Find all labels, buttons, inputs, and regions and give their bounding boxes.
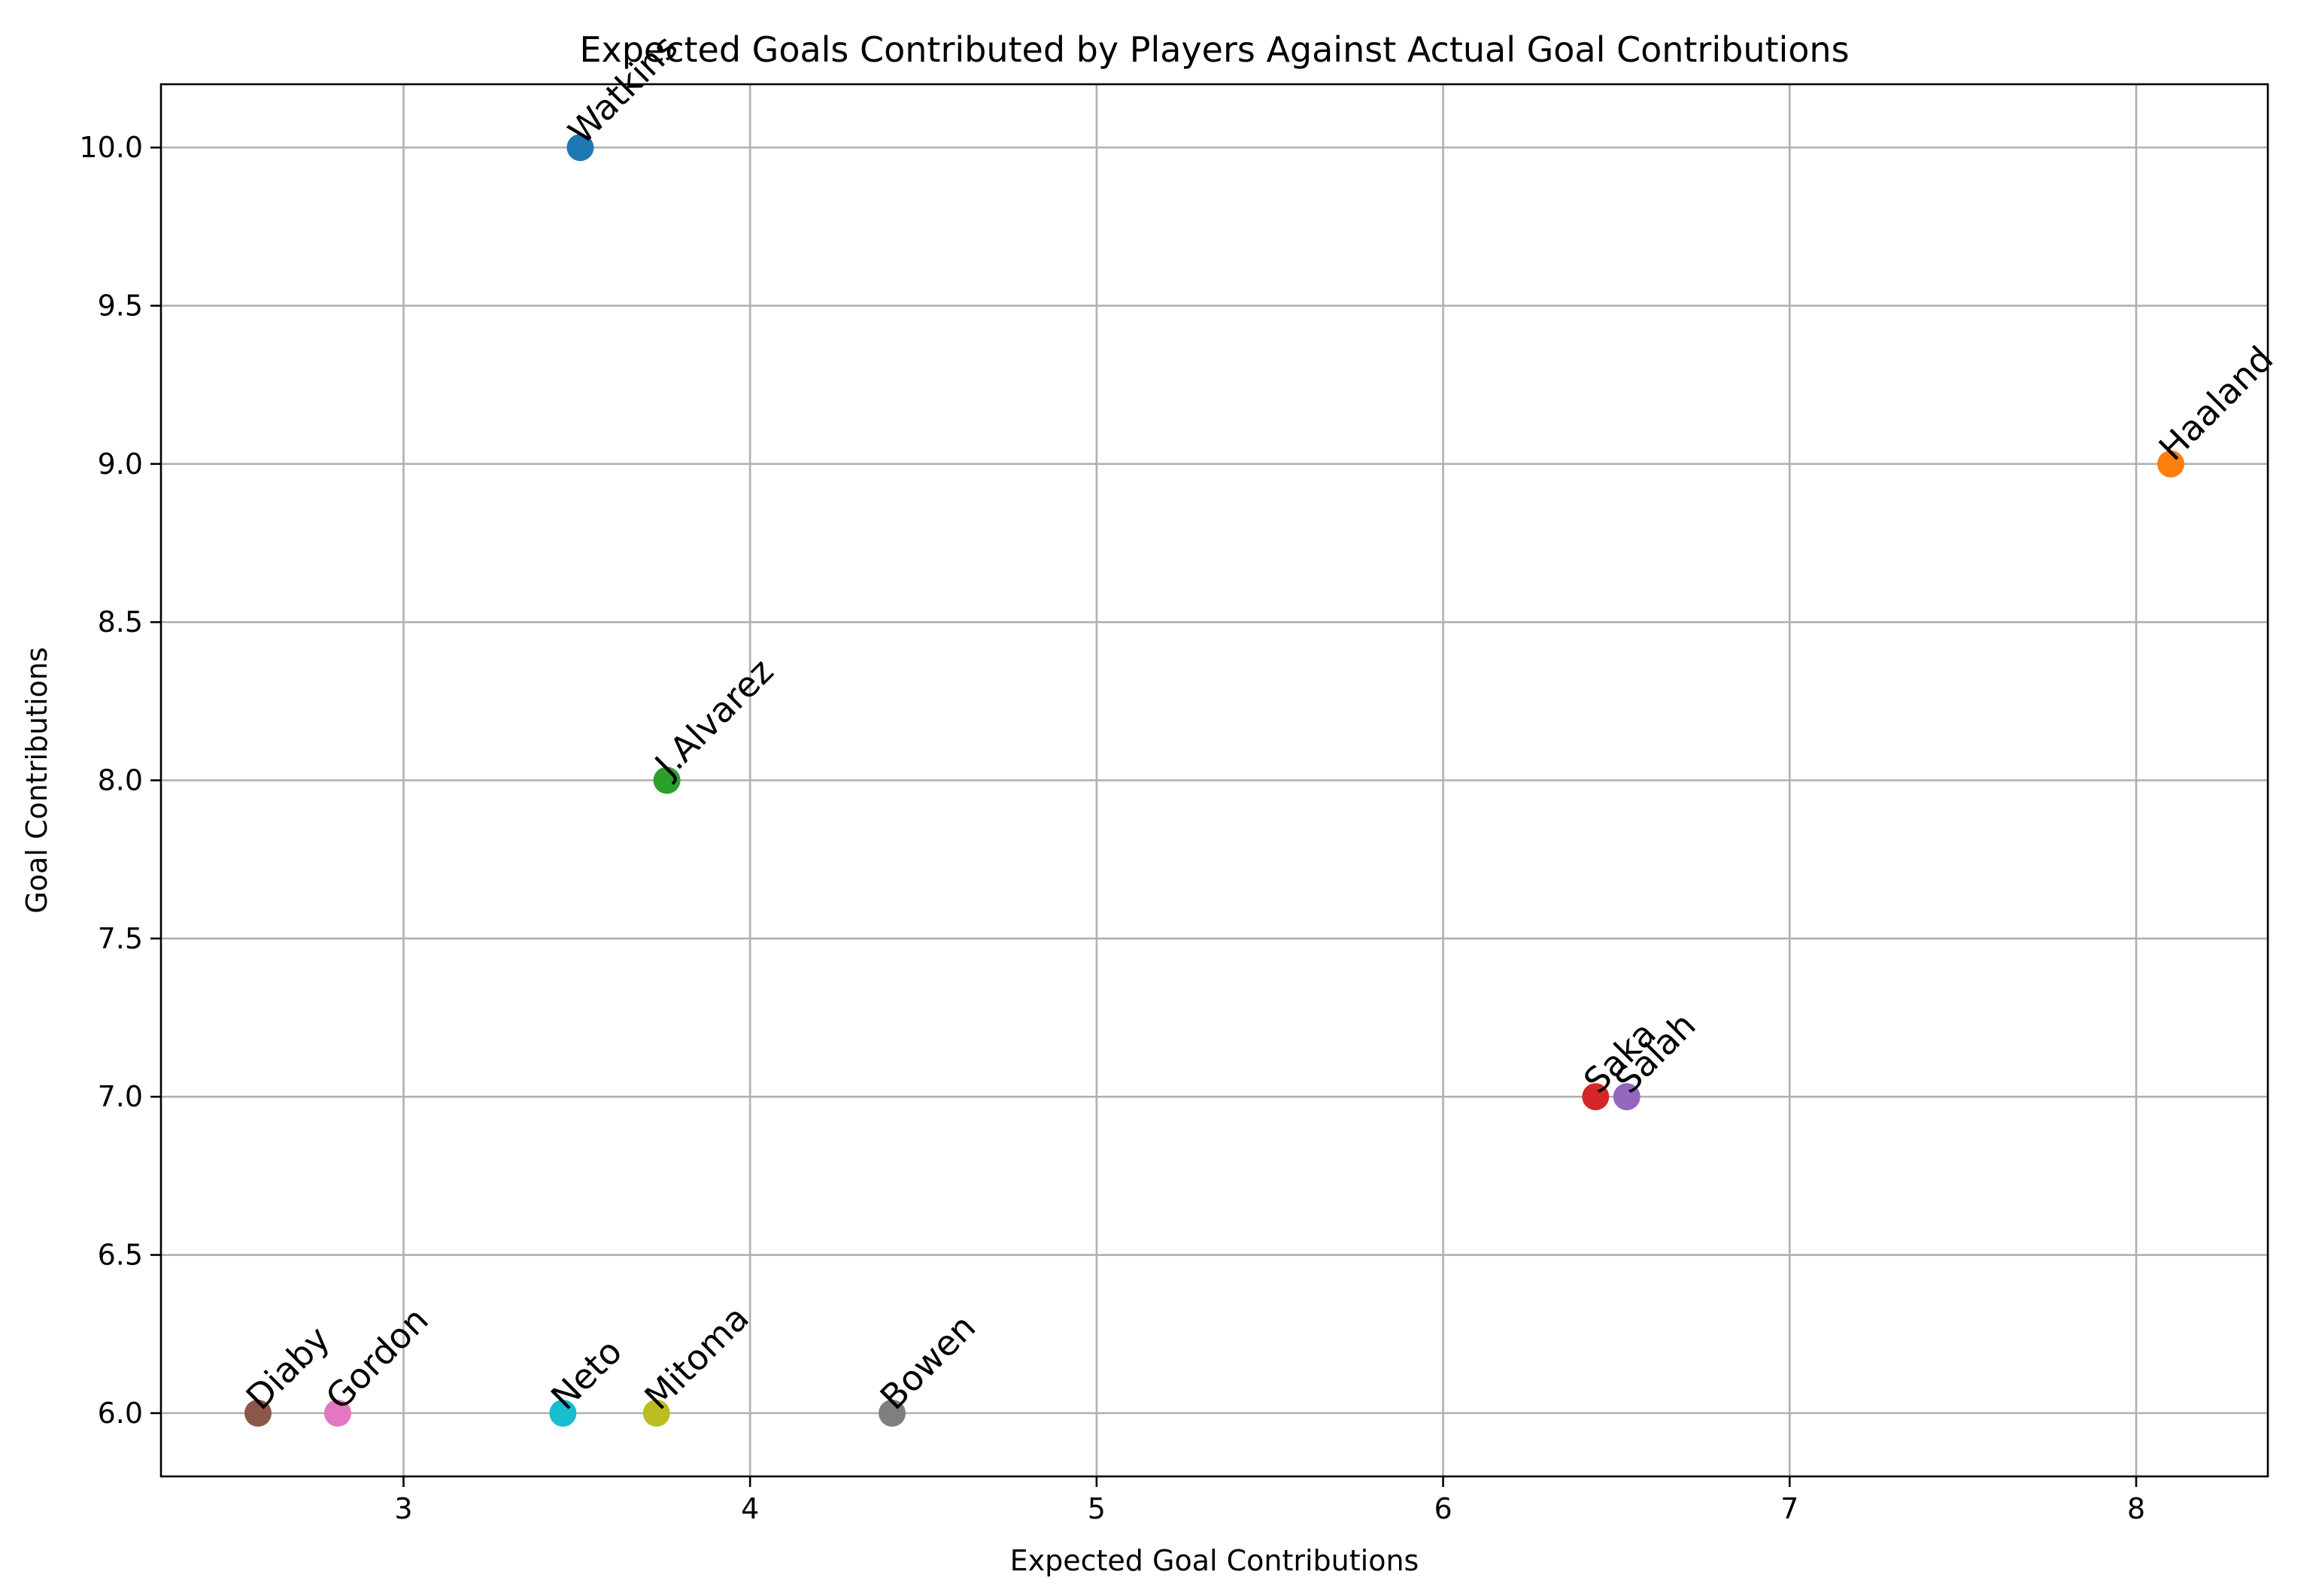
- x-tick-label: 6: [1434, 1492, 1452, 1525]
- grid-layer: [161, 84, 2268, 1476]
- x-axis-label: Expected Goal Contributions: [1010, 1544, 1419, 1577]
- data-point: [879, 1399, 906, 1427]
- y-tick-label: 8.5: [98, 605, 143, 639]
- plot-frame: [159, 83, 2269, 1478]
- x-tick-label: 8: [2127, 1492, 2145, 1525]
- x-tick-label: 5: [1088, 1492, 1106, 1525]
- tick-layer: 3 4 5 6 7 8 6.0 6.5 7.0 7.5 8.0 8.5 9.0 9.5 10.0: [79, 131, 2145, 1525]
- y-tick-label: 8.0: [98, 764, 143, 797]
- data-point: [566, 134, 594, 162]
- y-tick-label: 6.5: [98, 1239, 143, 1272]
- y-tick-label: 7.0: [98, 1080, 143, 1113]
- y-tick-label: 9.0: [98, 448, 143, 481]
- x-tick-label: 4: [741, 1492, 759, 1525]
- y-tick-label: 10.0: [79, 131, 143, 164]
- data-point: [2157, 450, 2185, 478]
- x-tick-label: 3: [394, 1492, 412, 1525]
- x-tick-label: 7: [1780, 1492, 1798, 1525]
- y-tick-label: 6.0: [98, 1397, 143, 1430]
- data-point: [642, 1399, 670, 1427]
- data-point: [323, 1399, 351, 1427]
- point-layer: [244, 134, 2185, 1427]
- y-tick-label: 9.5: [98, 289, 143, 322]
- data-point: [653, 766, 681, 794]
- data-point: [549, 1399, 577, 1427]
- data-point: [1582, 1083, 1610, 1111]
- y-axis-label: Goal Contributions: [20, 647, 53, 913]
- data-point: [244, 1399, 272, 1427]
- chart-title: Expected Goals Contributed by Players Ag…: [579, 29, 1849, 70]
- y-tick-label: 7.5: [98, 922, 143, 955]
- data-point: [1613, 1083, 1641, 1111]
